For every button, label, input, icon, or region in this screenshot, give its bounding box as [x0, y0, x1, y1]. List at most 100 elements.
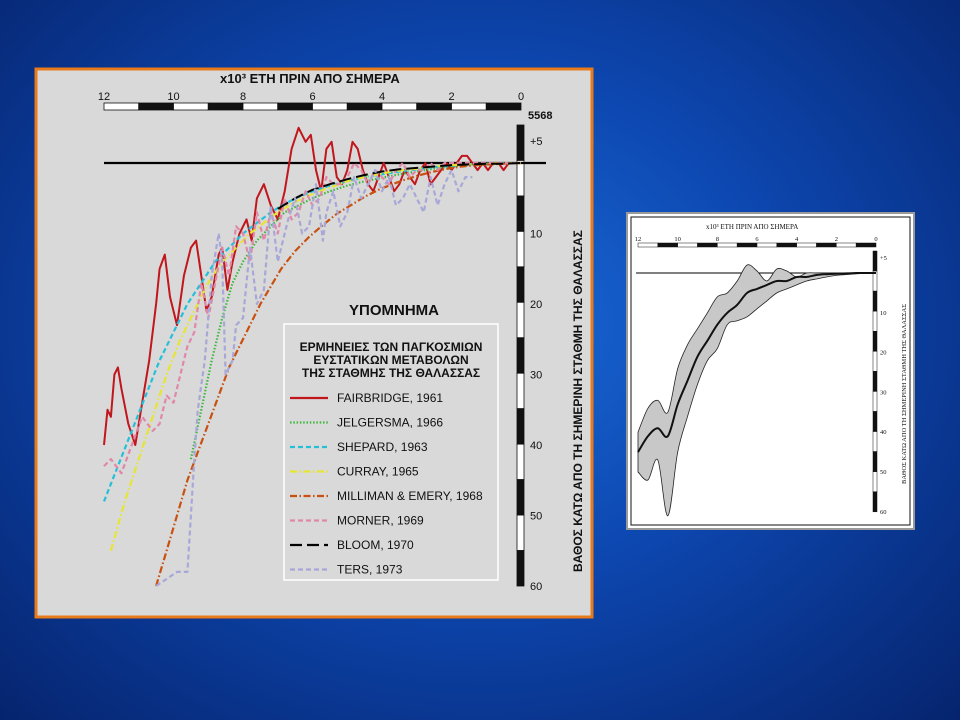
left-x-tick-label: 10: [167, 91, 179, 103]
right-x-tick-label: 10: [674, 236, 681, 243]
series-line-bloom: [277, 162, 522, 210]
right-y-axis-segment: [872, 310, 878, 332]
legend-box: [283, 323, 499, 581]
series-line-morner: [103, 161, 521, 475]
left-x-tick-label: 12: [98, 91, 110, 103]
right-x-axis-segment: [756, 242, 778, 248]
left-y-tick-label: 40: [530, 440, 542, 452]
right-y-axis-segment: [872, 491, 878, 513]
left-y-axis-segment: [516, 337, 525, 374]
left-top-right-label: 5568: [528, 110, 552, 122]
right-x-tick-label: 8: [716, 236, 719, 243]
right-y-tick-label: 30: [880, 389, 887, 396]
left-x-tick-label: 6: [309, 91, 315, 103]
left-x-axis-segment: [103, 102, 140, 111]
sea-level-curves-chart: x10³ ΕΤΗ ΠΡΙΝ ΑΠΟ ΣΗΜΕΡΑ 12 10 8 6 4 2 0 +5 10 2…: [34, 67, 594, 619]
left-x-tick-label: 2: [448, 91, 454, 103]
left-y-tick-label: 30: [530, 370, 542, 382]
right-x-axis-segment: [677, 242, 698, 248]
left-series-group: [102, 126, 522, 587]
left-x-tick-label: 8: [240, 91, 246, 103]
right-y-tick-label: 20: [880, 350, 887, 357]
left-y-axis-segment: [516, 479, 525, 516]
left-y-axis-segment: [516, 266, 525, 303]
right-y-axis-segment: [872, 371, 878, 392]
legend-label: BLOOM, 1970: [337, 538, 414, 552]
left-y-axis: +5 10 20 30 40 50 60: [516, 124, 543, 593]
left-chart-title: x10³ ΕΤΗ ΠΡΙΝ ΑΠΟ ΣΗΜΕΡΑ: [220, 71, 400, 86]
right-chart-title: x10³ ΕΤΗ ΠΡΙΝ ΑΠΟ ΣΗΜΕΡΑ: [706, 223, 798, 231]
left-y-axis-segment: [516, 124, 525, 161]
left-x-axis-segment: [312, 102, 348, 111]
right-x-axis-segment: [697, 242, 718, 248]
left-y-axis-segment: [516, 195, 525, 232]
legend-heading: ΥΠΟΜΝΗΜΑ: [349, 302, 439, 319]
left-x-axis-segment: [138, 102, 174, 111]
right-y-tick-label: 60: [880, 509, 887, 516]
series-line-curray: [109, 161, 521, 552]
mean-sea-level-curve: [637, 271, 876, 453]
right-y-tick-label: +5: [880, 255, 887, 262]
left-x-axis-segment: [381, 102, 418, 111]
right-x-axis-segment: [776, 242, 797, 248]
legend-label: CURRAY, 1965: [337, 465, 419, 479]
legend-label: MORNER, 1969: [337, 514, 424, 528]
left-x-axis-segment: [173, 102, 209, 111]
right-x-axis-segment: [836, 242, 857, 248]
right-y-axis-label: ΒΑΘΟΣ ΚΑΤΩ ΑΠΟ ΤΗ ΣΗΜΕΡΙΝΗ ΣΤΑΘΜΗ ΤΗΣ ΘΑ…: [901, 304, 908, 484]
right-y-axis-segment: [872, 411, 878, 432]
left-x-axis-segment: [346, 102, 383, 111]
legend-subtitle-line: ΕΥΣΤΑΤΙΚΩΝ ΜΕΤΑΒΟΛΩΝ: [313, 353, 468, 367]
right-x-axis: 12 10 8 6 4 2 0: [635, 236, 878, 248]
left-x-axis-segment: [416, 102, 452, 111]
right-x-tick-label: 4: [795, 236, 799, 243]
right-x-axis-segment: [717, 242, 738, 248]
left-y-tick-label: 50: [530, 511, 542, 523]
right-x-tick-label: 12: [635, 236, 642, 243]
legend-subtitle-line: ΕΡΜΗΝΕΙΕΣ ΤΩΝ ΠΑΓΚΟΣΜΙΩΝ: [300, 340, 483, 354]
left-y-tick-label: +5: [530, 136, 543, 148]
legend-items: FAIRBRIDGE, 1961 JELGERSMA, 1966 SHEPARD, …: [290, 391, 483, 577]
legend-label: TERS, 1973: [337, 563, 403, 577]
right-y-axis-segment: [872, 431, 878, 452]
series-line-ters: [155, 169, 473, 587]
series-line-jelgersma: [189, 161, 522, 460]
left-x-axis: 12 10 8 6 4 2 0: [98, 91, 524, 111]
legend-subtitle-line: ΤΗΣ ΣΤΑΘΜΗΣ ΤΗΣ ΘΑΛΑΣΣΑΣ: [302, 366, 480, 380]
left-y-axis-segment: [516, 160, 525, 197]
right-y-axis-segment: [872, 351, 878, 372]
left-x-axis-segment: [485, 102, 522, 111]
legend-label: SHEPARD, 1963: [337, 440, 428, 454]
right-chart-border: [626, 212, 915, 530]
right-y-axis-segment: [872, 290, 878, 312]
left-y-axis-segment: [516, 301, 525, 339]
right-y-tick-label: 40: [880, 429, 887, 436]
left-y-tick-label: 60: [530, 581, 542, 593]
right-y-axis-segment: [872, 391, 878, 412]
right-x-axis-segment: [657, 242, 678, 248]
left-x-axis-segment: [451, 102, 487, 111]
left-y-axis-segment: [516, 408, 525, 445]
right-y-axis-segment: [872, 471, 878, 492]
left-y-axis-segment: [516, 372, 525, 410]
right-x-axis-segment: [855, 242, 877, 248]
left-y-axis-segment: [516, 230, 525, 268]
right-y-axis: +5 10 20 30 40 50 60: [872, 250, 887, 516]
left-x-axis-segment: [277, 102, 313, 111]
left-x-axis-segment: [207, 102, 244, 111]
right-y-tick-label: 50: [880, 469, 887, 476]
right-x-axis-segment: [736, 242, 758, 248]
legend-label: FAIRBRIDGE, 1961: [337, 391, 443, 405]
series-line-shepard: [102, 161, 521, 502]
legend-label: JELGERSMA, 1966: [337, 416, 443, 430]
left-x-tick-label: 4: [379, 91, 385, 103]
right-x-axis-segment: [637, 242, 659, 248]
right-series-group: [637, 264, 877, 517]
left-y-axis-segment: [516, 514, 525, 551]
right-x-tick-label: 0: [874, 236, 877, 243]
right-x-tick-label: 6: [755, 236, 759, 243]
left-x-tick-label: 0: [518, 91, 524, 103]
left-y-tick-label: 10: [530, 229, 542, 241]
right-y-axis-segment: [872, 270, 878, 292]
